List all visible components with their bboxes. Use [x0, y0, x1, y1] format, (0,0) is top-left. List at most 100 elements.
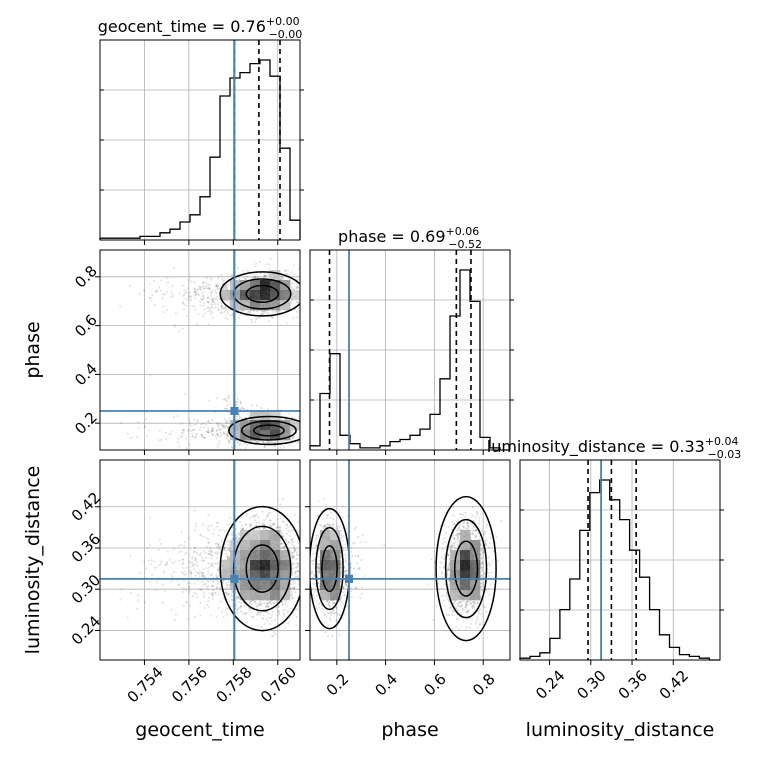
sample-point [214, 297, 217, 300]
sample-point [212, 429, 215, 432]
sample-point [244, 523, 247, 526]
sample-point [217, 568, 220, 571]
sample-point [183, 293, 186, 296]
sample-point [191, 304, 194, 307]
sample-point [197, 553, 200, 556]
sample-point [262, 311, 265, 314]
density-cell [260, 290, 271, 301]
sample-point [265, 602, 268, 605]
sample-point [269, 440, 272, 443]
sample-point [286, 605, 289, 608]
sample-point [212, 299, 215, 302]
panel-title: phase = 0.69+0.06 −0.52 [338, 225, 482, 251]
sample-point [223, 546, 226, 549]
sample-point [185, 589, 188, 592]
sample-point [265, 274, 267, 277]
sample-point [241, 527, 244, 530]
sample-point [271, 310, 274, 313]
sample-point [202, 315, 205, 318]
sample-point [235, 611, 238, 614]
sample-point [223, 425, 226, 428]
sample-point [294, 591, 297, 594]
sample-point [210, 614, 213, 617]
sample-point [258, 440, 261, 443]
sample-point [192, 564, 195, 567]
sample-point [220, 537, 223, 540]
sample-point [250, 318, 253, 321]
sample-point [190, 571, 193, 574]
sample-point [291, 539, 294, 541]
sample-point [178, 551, 181, 553]
sample-point [208, 399, 211, 402]
sample-point [187, 582, 190, 585]
sample-point [189, 582, 191, 585]
sample-point [291, 572, 293, 575]
sample-point [200, 433, 203, 436]
sample-point [256, 611, 259, 614]
sample-point [267, 605, 270, 608]
sample-point [213, 300, 216, 303]
sample-point [194, 436, 197, 439]
contour-line [245, 284, 279, 304]
sample-point [171, 579, 174, 582]
sample-point [226, 608, 229, 611]
sample-point [170, 290, 173, 293]
sample-point [216, 583, 219, 586]
sample-point [223, 407, 226, 410]
sample-point [225, 285, 228, 288]
sample-point [143, 425, 146, 428]
sample-point [216, 422, 219, 425]
sample-point [226, 584, 229, 587]
sample-point [215, 430, 218, 433]
sample-point [246, 621, 249, 624]
sample-point [292, 587, 295, 590]
sample-point [228, 557, 230, 560]
sample-point [194, 436, 197, 439]
sample-point [166, 281, 169, 284]
sample-point [283, 613, 286, 616]
sample-point [253, 310, 256, 313]
sample-point [226, 558, 229, 560]
sample-point [200, 573, 203, 575]
sample-point [207, 552, 210, 555]
sample-point [261, 313, 264, 315]
sample-point [246, 513, 248, 515]
sample-point [217, 566, 220, 569]
sample-point [180, 531, 183, 534]
sample-point [283, 269, 286, 272]
density-cell [260, 300, 271, 311]
sample-point [236, 441, 239, 444]
sample-point [200, 433, 203, 436]
sample-point [120, 588, 123, 590]
sample-point [262, 527, 265, 529]
sample-point [264, 274, 267, 277]
sample-point [289, 535, 292, 537]
sample-point [191, 435, 194, 438]
sample-point [252, 276, 255, 279]
sample-point [266, 604, 269, 607]
sample-point [249, 311, 252, 314]
sample-point [223, 285, 226, 288]
sample-point [276, 518, 279, 521]
sample-point [195, 291, 198, 294]
sample-point [240, 602, 243, 605]
sample-point [129, 285, 132, 288]
sample-point [136, 607, 139, 610]
sample-point [225, 593, 228, 596]
sample-point [278, 525, 281, 528]
sample-point [215, 285, 218, 288]
sample-point [212, 579, 215, 582]
sample-point [286, 542, 289, 545]
sample-point [291, 416, 294, 419]
sample-point [267, 612, 270, 615]
sample-point [211, 572, 214, 575]
sample-point [190, 429, 192, 432]
sample-point [274, 441, 277, 444]
sample-point [216, 551, 219, 554]
sample-point [227, 312, 230, 315]
sample-point [227, 439, 230, 442]
sample-point [138, 572, 141, 575]
sample-point [262, 617, 265, 620]
sample-point [263, 524, 266, 527]
